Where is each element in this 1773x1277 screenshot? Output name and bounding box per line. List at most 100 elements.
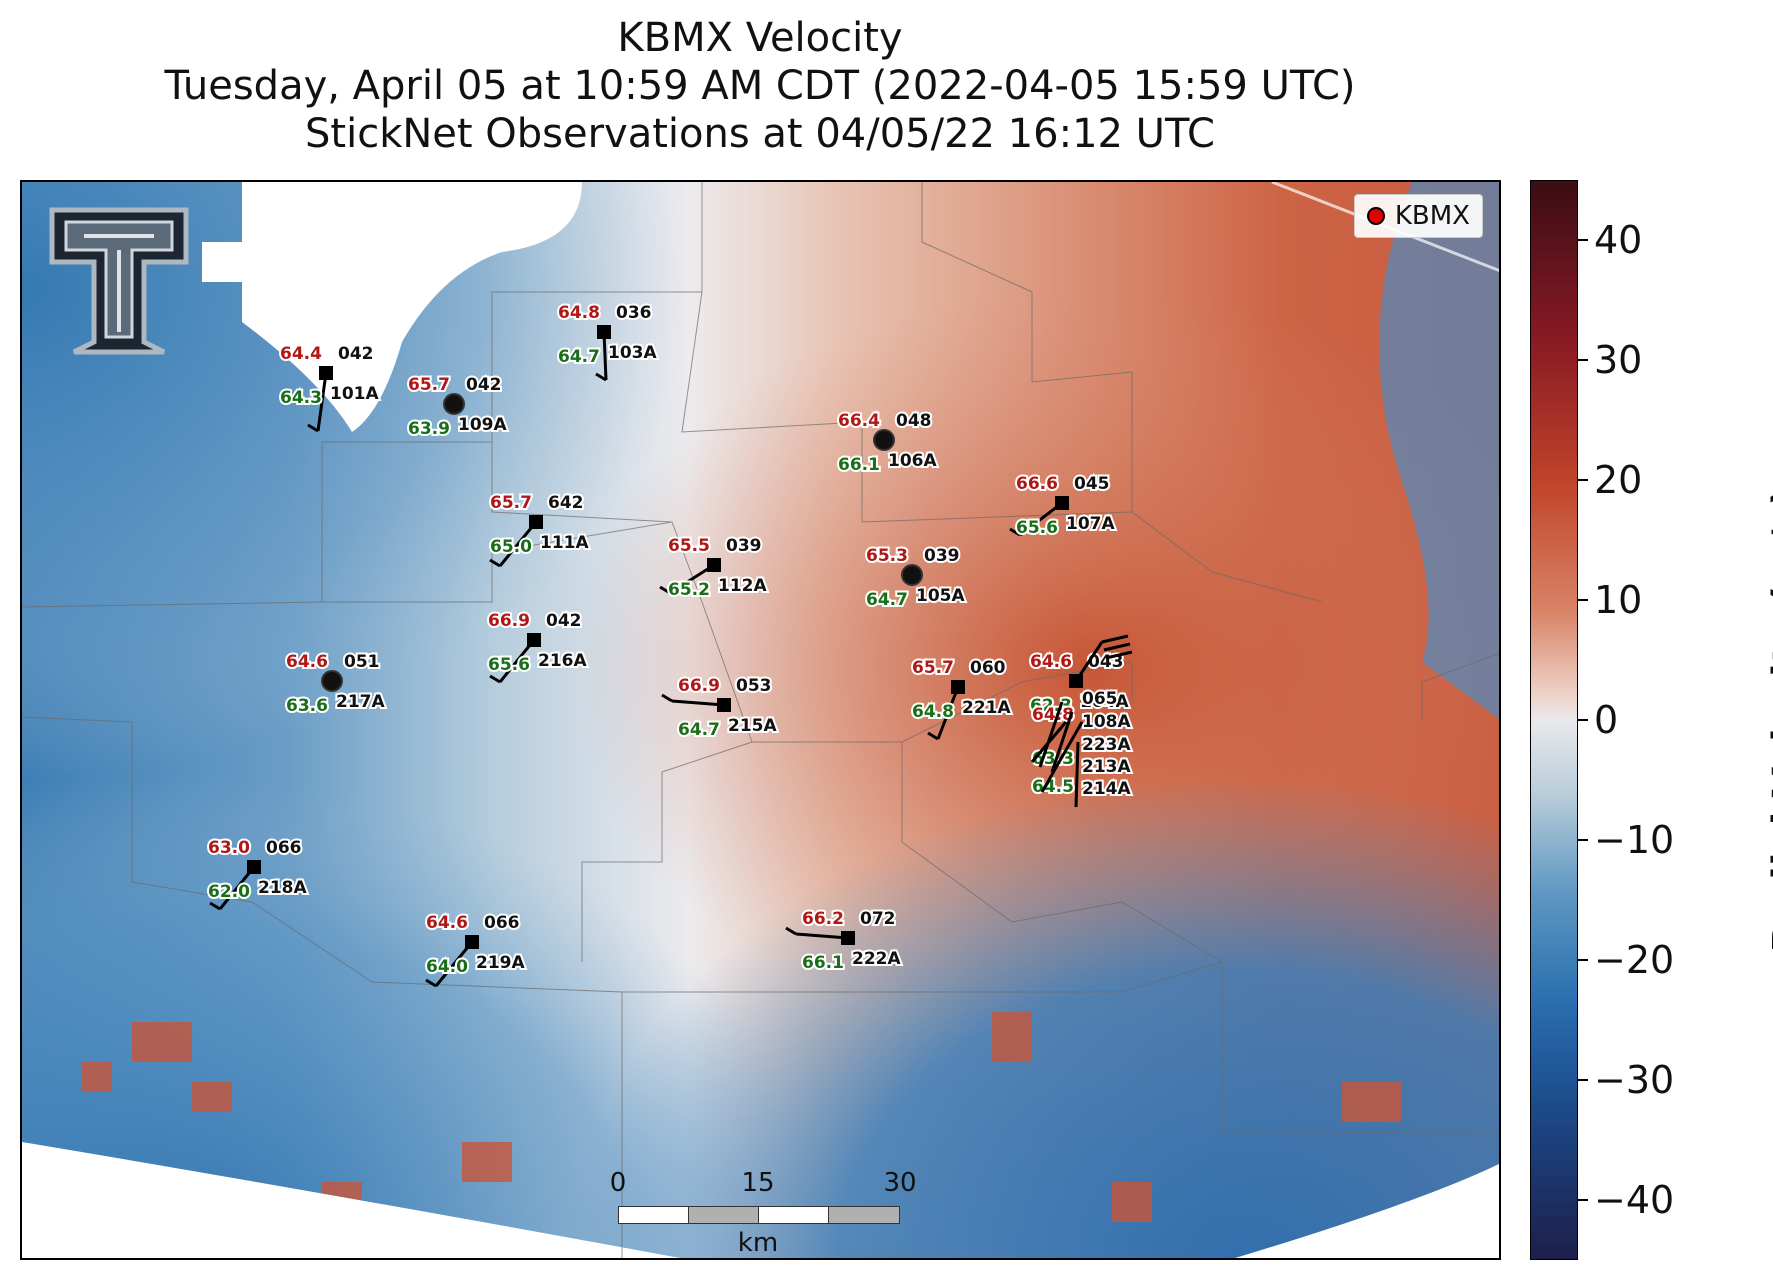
- station-id: 105A: [916, 586, 965, 606]
- kbmx-marker-icon: [1366, 207, 1385, 225]
- colorbar-tick: [1578, 1199, 1588, 1201]
- station-code: 066: [266, 838, 302, 858]
- wind-barb: [316, 372, 328, 432]
- station-dewpoint: 66.1: [838, 455, 880, 475]
- station-marker: [597, 325, 611, 339]
- station-217A[interactable]: 64.6 051 63.6 217A: [284, 650, 387, 718]
- radar-map[interactable]: 64.4 042 64.3 101A 65.7 042 63.9 109A 64.8 036 64.…: [20, 180, 1501, 1260]
- colorbar-tick: [1578, 359, 1588, 361]
- station-temperature: 66.4: [838, 411, 880, 431]
- wind-barb-flag: [927, 731, 939, 741]
- wind-barb-flag: [659, 585, 671, 595]
- station-dewpoint: 66.1: [802, 953, 844, 973]
- station-code: 066: [484, 913, 520, 933]
- scale-segment: [828, 1206, 900, 1224]
- wind-barb-flag: [661, 693, 673, 703]
- station-109A[interactable]: 65.7 042 63.9 109A: [406, 373, 509, 441]
- station-id: 107A: [1066, 514, 1115, 534]
- station-dewpoint: 63.9: [408, 419, 450, 439]
- wind-barb-flag: [1103, 642, 1131, 652]
- station-marker: [1055, 496, 1069, 510]
- texas-tech-logo: [44, 202, 194, 366]
- colorbar-tick: [1578, 719, 1588, 721]
- scale-segment: [618, 1206, 689, 1224]
- wind-barb: [795, 932, 849, 940]
- station-id: 103A: [608, 343, 657, 363]
- station-marker: [527, 633, 541, 647]
- station-219A[interactable]: 64.6 066 64.0 219A: [424, 911, 527, 988]
- station-temperature: 66.9: [678, 676, 720, 696]
- station-marker: [901, 564, 923, 586]
- station-temperature: 63.0: [208, 838, 250, 858]
- station-marker: [951, 680, 965, 694]
- station-103A[interactable]: 64.8 036 64.7 103A: [556, 301, 659, 382]
- station-code: 042: [338, 344, 374, 364]
- station-dewpoint: 65.6: [1016, 518, 1058, 538]
- station-101A[interactable]: 64.4 042 64.3 101A: [278, 342, 381, 433]
- station-218A[interactable]: 63.0 066 62.0 218A: [206, 836, 309, 911]
- station-dewpoint: 64.7: [678, 720, 720, 740]
- station-112A[interactable]: 65.5 039 65.2 112A: [659, 534, 769, 602]
- station-code: 051: [344, 652, 380, 672]
- colorbar-tick: [1578, 239, 1588, 241]
- wind-barb: [1050, 711, 1074, 773]
- colorbar-tick: [1578, 959, 1588, 961]
- colorbar-tick-label: 40: [1594, 218, 1643, 262]
- station-code: 072: [860, 909, 896, 929]
- station-216A[interactable]: 66.9 042 65.6 216A: [486, 609, 589, 684]
- wind-barb-flag: [595, 372, 607, 382]
- station-dewpoint: 62.3: [1030, 696, 1072, 716]
- station-temperature: 66.6: [1016, 474, 1058, 494]
- station-code: 042: [466, 375, 502, 395]
- colorbar-title: Radial Velocity (m/s): [1765, 487, 1773, 953]
- station-111A[interactable]: 65.7 642 65.0 111A: [488, 491, 591, 568]
- station-107A[interactable]: 66.6 045 65.6 107A: [1009, 472, 1117, 540]
- colorbar-tick-label: −40: [1594, 1178, 1675, 1222]
- station-temperature: 66.9: [488, 611, 530, 631]
- station-105A[interactable]: 65.3 039 64.7 105A: [864, 544, 967, 612]
- station-id: 111A: [540, 533, 589, 553]
- station-code: 042: [546, 611, 582, 631]
- station-temperature: 65.7: [408, 375, 450, 395]
- station-temperature: 65.7: [912, 658, 954, 678]
- wind-barb-flag: [1105, 650, 1133, 660]
- station-dewpoint: 64.3: [280, 388, 322, 408]
- colorbar-tick-label: 10: [1594, 578, 1643, 622]
- wind-barb: [602, 331, 608, 381]
- station-temperature: 65.3: [866, 546, 908, 566]
- station-106A[interactable]: 66.4 048 66.1 106A: [836, 409, 939, 477]
- colorbar: [1530, 180, 1578, 1260]
- station-temperature: 64.6: [426, 913, 468, 933]
- wind-barb-flag: [425, 978, 437, 988]
- wind-barb: [1074, 741, 1080, 808]
- scale-label-0: 0: [609, 1168, 627, 1198]
- station-marker: [717, 698, 731, 712]
- station-marker: [873, 429, 895, 451]
- wind-barb: [1038, 701, 1064, 768]
- wind-barb: [434, 941, 474, 987]
- station-temperature: 64.4: [280, 344, 322, 364]
- wind-barb: [498, 521, 538, 567]
- cluster-label: 213A: [1082, 757, 1131, 777]
- station-dewpoint: 64.7: [866, 590, 908, 610]
- colorbar-tick-label: 0: [1594, 698, 1619, 742]
- wind-barb-flag: [489, 674, 501, 684]
- colorbar-tick: [1578, 839, 1588, 841]
- station-temperature: 64.6: [286, 652, 328, 672]
- station-215A[interactable]: 66.9 053 64.7 215A: [661, 674, 779, 742]
- cluster-label: 64.5: [1032, 777, 1074, 797]
- scale-label-15: 15: [741, 1168, 775, 1198]
- station-id: 215A: [728, 716, 777, 736]
- station-id: 219A: [476, 953, 525, 973]
- station-marker: [247, 860, 261, 874]
- station-id: 112A: [718, 576, 767, 596]
- station-code: 048: [896, 411, 932, 431]
- station-221A[interactable]: 65.7 060 64.8 221A: [910, 656, 1013, 741]
- wind-barb: [671, 699, 725, 707]
- station-222A[interactable]: 66.2 072 66.1 222A: [785, 907, 903, 975]
- title-line-2: Tuesday, April 05 at 10:59 AM CDT (2022-…: [164, 63, 1356, 109]
- cluster-label: 065: [1082, 689, 1118, 709]
- station-id: 104A: [1080, 692, 1129, 712]
